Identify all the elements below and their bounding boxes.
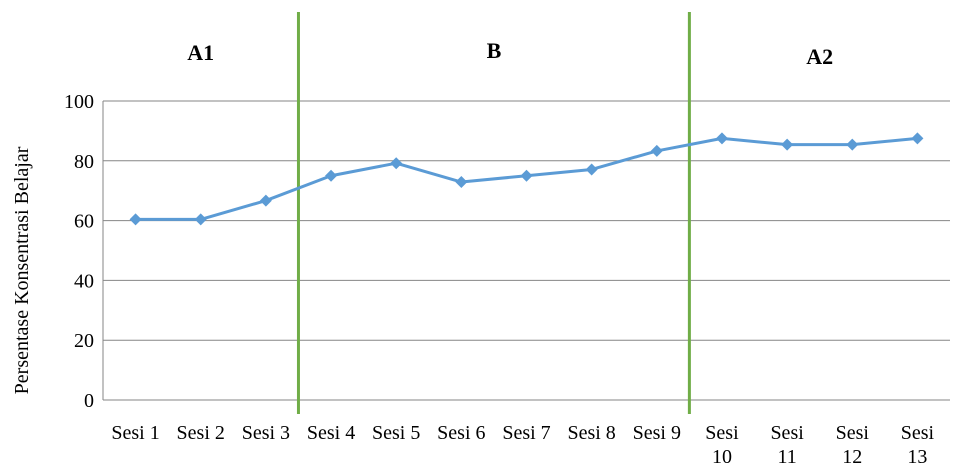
data-point-marker — [259, 194, 272, 207]
y-tick-label: 100 — [64, 91, 94, 113]
data-point-marker — [650, 144, 663, 157]
x-tick-label: Sesi 1 — [111, 422, 159, 444]
phase-label: A1 — [187, 40, 214, 65]
x-tick-label: Sesi 10 — [705, 422, 739, 468]
y-tick-label: 0 — [84, 390, 94, 412]
x-tick-label: Sesi 4 — [307, 422, 355, 444]
data-point-marker — [520, 169, 533, 182]
data-point-marker — [781, 138, 794, 151]
phase-dividers — [296, 12, 691, 414]
x-tick-label: Sesi 3 — [242, 422, 290, 444]
data-point-marker — [585, 163, 598, 176]
x-tick-label: Sesi 13 — [901, 422, 935, 468]
data-point-marker — [455, 176, 468, 189]
phase-label: A2 — [806, 44, 833, 69]
x-tick-label: Sesi 11 — [770, 422, 804, 468]
x-tick-label: Sesi 8 — [567, 422, 615, 444]
series — [129, 132, 924, 226]
y-tick-label: 20 — [74, 330, 94, 352]
data-point-marker — [129, 213, 142, 226]
x-tick-label: Sesi 2 — [177, 422, 225, 444]
phase-label: B — [487, 38, 502, 63]
data-point-marker — [194, 213, 207, 226]
x-tick-label: Sesi 12 — [836, 422, 870, 468]
data-point-marker — [390, 157, 403, 170]
data-point-marker — [846, 138, 859, 151]
x-tick-label: Sesi 6 — [437, 422, 485, 444]
x-tick-label: Sesi 9 — [633, 422, 681, 444]
y-tick-label: 60 — [74, 211, 94, 233]
x-tick-label: Sesi 5 — [372, 422, 420, 444]
y-axis-title: Persentase Konsentrasi Belajar — [11, 146, 33, 394]
data-point-marker — [325, 169, 338, 182]
gridlines — [103, 100, 950, 401]
y-tick-label: 40 — [74, 270, 94, 292]
y-tick-label: 80 — [74, 151, 94, 173]
x-tick-label: Sesi 7 — [502, 422, 550, 444]
data-point-marker — [911, 132, 924, 145]
labels: 0 20 40 60 80 100 Sesi 1 Sesi 2 Sesi 3 Sesi 4 Sesi… — [11, 38, 935, 468]
data-point-marker — [715, 132, 728, 145]
